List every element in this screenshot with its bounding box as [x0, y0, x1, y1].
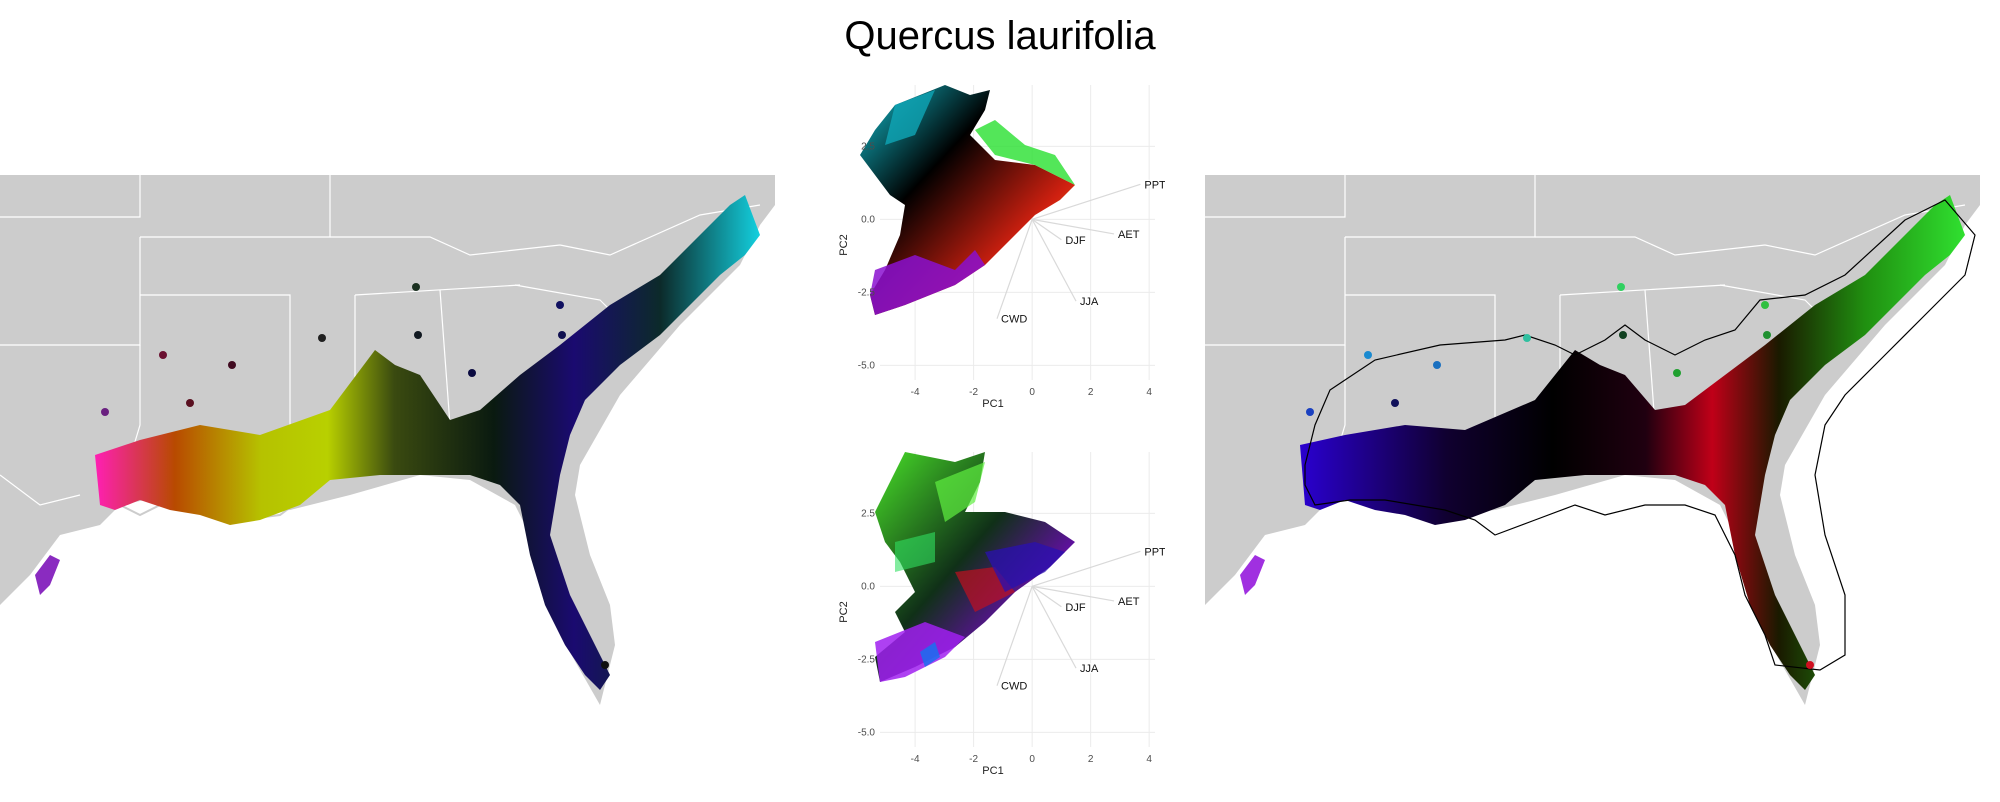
- vector-label-aet: AET: [1118, 596, 1140, 608]
- vector-djf: [1031, 585, 1062, 608]
- pca-bottom-plot: -4 -2 0 2 4 2.5 0.0 -2.5 -5.0 PPT AET DJF JJA CWD PC…: [838, 452, 1165, 777]
- vector-jja: [1031, 219, 1077, 302]
- y-tick-label: -2.5: [858, 654, 876, 665]
- pca-top-point-cloud: [860, 85, 1075, 315]
- x-tick-label: 4: [1146, 754, 1152, 765]
- pca-bottom-xlabel: PC1: [982, 765, 1003, 777]
- vector-cwd: [996, 586, 1033, 686]
- outlier-points-right: [1306, 283, 1814, 669]
- vector-aet: [1032, 585, 1115, 602]
- pca-bottom-vectors: PPT AET DJF JJA CWD: [996, 545, 1165, 694]
- vector-aet: [1032, 218, 1115, 235]
- vector-cwd: [996, 219, 1033, 319]
- x-tick-label: 0: [1029, 754, 1035, 765]
- x-tick-label: -2: [969, 387, 978, 398]
- vector-label-ppt: PPT: [1144, 546, 1165, 558]
- y-tick-label: -2.5: [858, 287, 876, 298]
- left-range-map: [0, 175, 775, 705]
- y-tick-label: 2.5: [861, 141, 875, 152]
- vector-jja: [1031, 586, 1077, 669]
- outlier-points-left: [101, 283, 609, 669]
- right-range-map: [1205, 175, 1980, 705]
- y-tick-label: 0.0: [861, 214, 875, 225]
- x-tick-label: -2: [969, 754, 978, 765]
- y-tick-label: -5.0: [858, 360, 876, 371]
- vector-djf: [1031, 218, 1062, 241]
- species-range-left: [95, 195, 760, 690]
- gulf-of-mexico-right: [1205, 475, 1805, 705]
- x-tick-label: 4: [1146, 387, 1152, 398]
- vector-label-djf: DJF: [1065, 235, 1085, 247]
- pca-top-xlabel: PC1: [982, 398, 1003, 410]
- species-range-right: [1300, 195, 1965, 690]
- pca-top-axes: -4 -2 0 2 4 2.5 0.0 -2.5 -5.0: [858, 141, 1153, 398]
- vector-label-aet: AET: [1118, 229, 1140, 241]
- vector-label-djf: DJF: [1065, 602, 1085, 614]
- pca-bottom-ylabel: PC2: [838, 601, 850, 622]
- x-tick-label: 0: [1029, 387, 1035, 398]
- x-tick-label: 2: [1088, 754, 1094, 765]
- x-tick-label: -4: [911, 387, 920, 398]
- atlantic-ocean: [575, 205, 775, 705]
- vector-label-jja: JJA: [1080, 296, 1099, 308]
- texas-coast-patch-right: [1240, 555, 1265, 595]
- vector-label-ppt: PPT: [1144, 179, 1165, 191]
- y-tick-label: 0.0: [861, 581, 875, 592]
- pca-top-vectors: PPT AET DJF JJA CWD: [996, 178, 1165, 327]
- figure-title: Quercus laurifolia: [844, 14, 1156, 58]
- pca-top-plot: -4 -2 0 2 4 2.5 0.0 -2.5 -5.0 PPT AET DJF JJA CWD PC…: [838, 85, 1165, 410]
- y-tick-label: -5.0: [858, 727, 876, 738]
- x-tick-label: -4: [911, 754, 920, 765]
- atlantic-ocean-right: [1780, 205, 1980, 705]
- vector-label-cwd: CWD: [1001, 681, 1027, 693]
- pca-top-ylabel: PC2: [838, 234, 850, 255]
- convex-hull-outline: [1304, 199, 1976, 671]
- gulf-of-mexico: [0, 475, 600, 705]
- x-tick-label: 2: [1088, 387, 1094, 398]
- pca-bottom-point-cloud: [875, 452, 1075, 682]
- vector-label-cwd: CWD: [1001, 314, 1027, 326]
- texas-coast-patch: [35, 555, 60, 595]
- vector-label-jja: JJA: [1080, 663, 1099, 675]
- vector-ppt: [1031, 550, 1141, 587]
- pca-bottom-axes: -4 -2 0 2 4 2.5 0.0 -2.5 -5.0: [858, 508, 1153, 765]
- y-tick-label: 2.5: [861, 508, 875, 519]
- vector-ppt: [1031, 183, 1141, 220]
